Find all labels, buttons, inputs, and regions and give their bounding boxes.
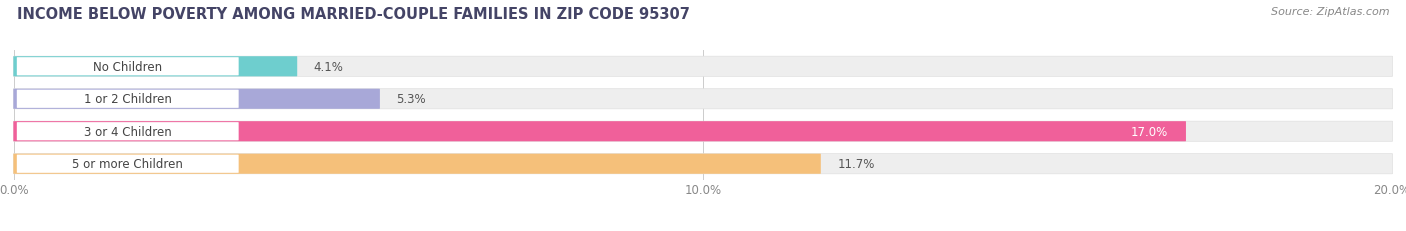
FancyBboxPatch shape — [17, 123, 239, 141]
FancyBboxPatch shape — [14, 89, 380, 109]
Text: 5 or more Children: 5 or more Children — [72, 158, 183, 170]
FancyBboxPatch shape — [17, 90, 239, 108]
FancyBboxPatch shape — [17, 58, 239, 76]
FancyBboxPatch shape — [14, 154, 821, 174]
FancyBboxPatch shape — [14, 57, 1392, 77]
Text: 17.0%: 17.0% — [1130, 125, 1168, 138]
Text: INCOME BELOW POVERTY AMONG MARRIED-COUPLE FAMILIES IN ZIP CODE 95307: INCOME BELOW POVERTY AMONG MARRIED-COUPL… — [17, 7, 690, 22]
FancyBboxPatch shape — [14, 122, 1392, 142]
Text: 1 or 2 Children: 1 or 2 Children — [84, 93, 172, 106]
Text: 5.3%: 5.3% — [396, 93, 426, 106]
Text: 4.1%: 4.1% — [314, 61, 343, 73]
Text: 3 or 4 Children: 3 or 4 Children — [84, 125, 172, 138]
FancyBboxPatch shape — [14, 57, 297, 77]
FancyBboxPatch shape — [14, 154, 1392, 174]
FancyBboxPatch shape — [17, 155, 239, 173]
Text: No Children: No Children — [93, 61, 162, 73]
Text: Source: ZipAtlas.com: Source: ZipAtlas.com — [1271, 7, 1389, 17]
Text: 11.7%: 11.7% — [838, 158, 875, 170]
FancyBboxPatch shape — [14, 122, 1185, 142]
FancyBboxPatch shape — [14, 89, 1392, 109]
